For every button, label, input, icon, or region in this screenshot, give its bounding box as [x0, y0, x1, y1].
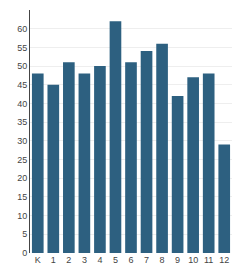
svg-text:20: 20: [17, 173, 27, 183]
svg-text:35: 35: [17, 117, 27, 127]
svg-text:55: 55: [17, 43, 27, 53]
svg-text:7: 7: [144, 255, 149, 265]
svg-text:4: 4: [97, 255, 102, 265]
svg-text:60: 60: [17, 24, 27, 34]
svg-text:15: 15: [17, 192, 27, 202]
svg-text:1: 1: [51, 255, 56, 265]
svg-text:9: 9: [175, 255, 180, 265]
svg-text:50: 50: [17, 61, 27, 71]
svg-text:11: 11: [204, 255, 213, 265]
svg-text:5: 5: [113, 255, 118, 265]
svg-text:8: 8: [160, 255, 165, 265]
svg-text:K: K: [35, 255, 41, 265]
svg-text:10: 10: [17, 211, 27, 221]
svg-text:12: 12: [219, 255, 229, 265]
svg-text:40: 40: [17, 99, 27, 109]
svg-text:45: 45: [17, 80, 27, 90]
svg-text:5: 5: [22, 229, 27, 239]
svg-text:10: 10: [188, 255, 198, 265]
svg-text:0: 0: [22, 248, 27, 258]
svg-text:3: 3: [82, 255, 87, 265]
svg-text:30: 30: [17, 136, 27, 146]
svg-text:6: 6: [128, 255, 133, 265]
svg-text:25: 25: [17, 155, 27, 165]
svg-text:2: 2: [66, 255, 71, 265]
